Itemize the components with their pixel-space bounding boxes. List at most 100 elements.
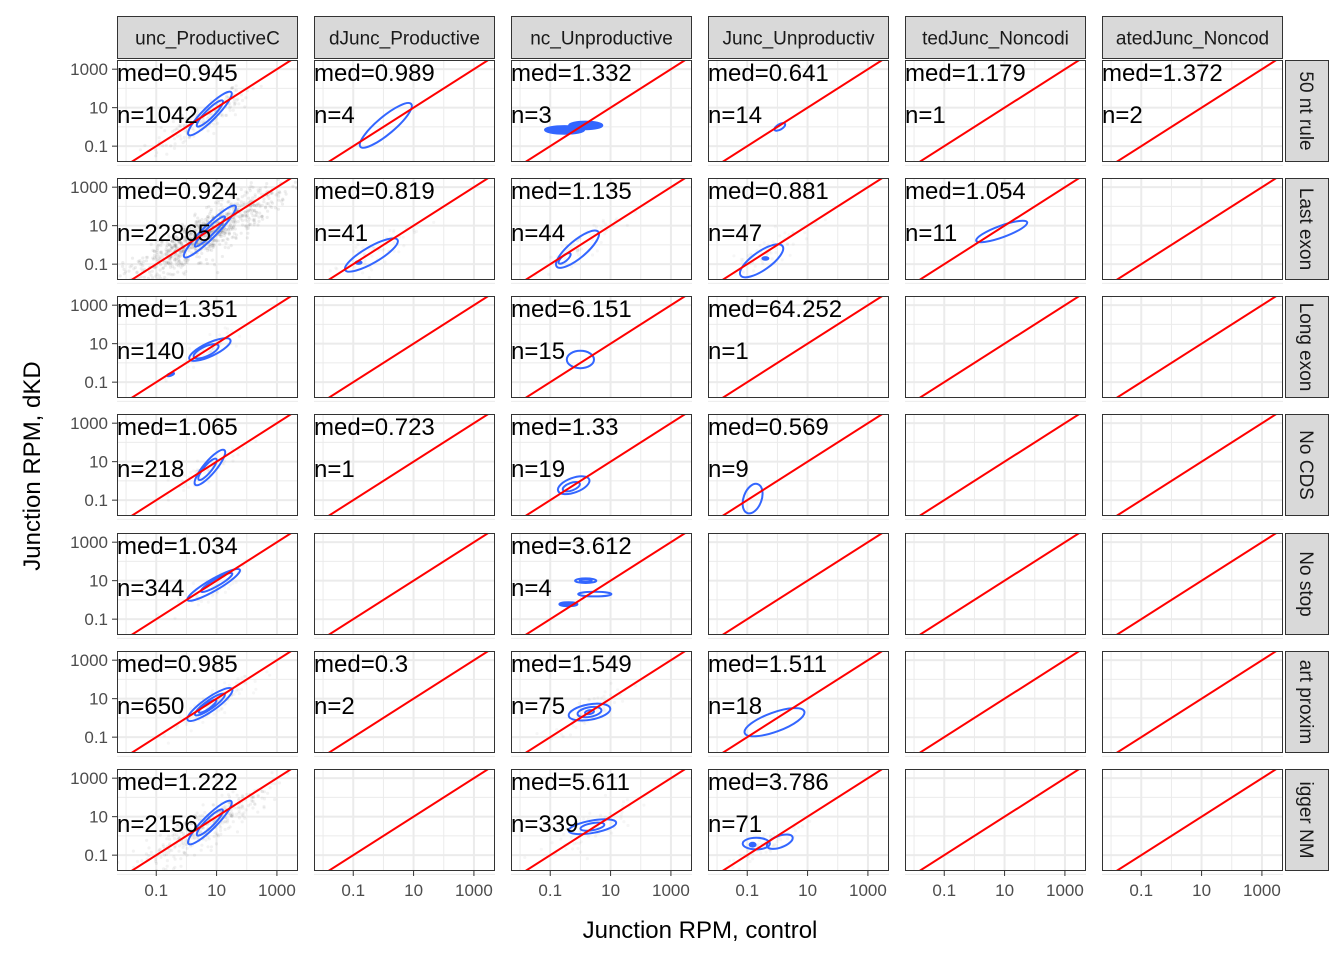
data-point <box>149 273 153 277</box>
data-point <box>596 249 599 252</box>
data-point <box>596 696 599 699</box>
panel-grid <box>905 178 1086 284</box>
data-point <box>234 214 238 218</box>
data-point <box>153 266 157 270</box>
data-point <box>313 167 316 170</box>
data-point <box>244 808 248 812</box>
panel-content <box>129 651 294 753</box>
data-point <box>190 246 194 250</box>
data-point <box>188 232 192 236</box>
data-point <box>156 253 160 257</box>
data-point <box>174 246 179 251</box>
data-point <box>161 266 166 270</box>
data-point <box>178 241 182 245</box>
panel-border <box>1102 178 1283 280</box>
data-point <box>250 795 254 799</box>
data-point <box>167 257 171 261</box>
data-point <box>211 803 215 807</box>
data-point <box>277 198 281 202</box>
panel-grid <box>117 769 298 875</box>
data-point <box>166 261 170 265</box>
data-point <box>583 722 586 725</box>
data-point <box>127 269 131 273</box>
data-point <box>203 234 207 238</box>
data-point <box>136 285 139 288</box>
data-point <box>185 235 189 239</box>
data-point <box>170 235 174 239</box>
data-point <box>254 210 258 215</box>
data-point <box>222 462 225 465</box>
data-point <box>186 257 190 261</box>
count-label: n=18 <box>708 693 762 720</box>
density-contour <box>187 90 233 137</box>
data-point <box>232 100 236 104</box>
data-point <box>281 198 285 202</box>
data-point <box>239 200 243 204</box>
panel-grid <box>314 533 495 639</box>
data-point <box>179 137 183 141</box>
data-point <box>178 240 182 244</box>
data-point <box>245 792 249 796</box>
data-point <box>212 239 216 243</box>
data-point <box>254 680 257 683</box>
data-point <box>178 826 182 830</box>
data-point <box>176 237 180 241</box>
data-point <box>227 232 231 236</box>
panel-background <box>905 651 1086 753</box>
median-label: med=0.723 <box>314 414 435 441</box>
data-point <box>580 247 583 250</box>
data-point <box>172 242 176 246</box>
data-point <box>167 233 171 237</box>
data-point <box>201 222 206 226</box>
panel-border <box>511 651 692 753</box>
data-point <box>139 267 143 271</box>
data-point <box>223 827 227 832</box>
panel-background <box>511 296 692 398</box>
data-point <box>573 842 576 845</box>
data-point <box>230 811 234 815</box>
data-point <box>165 260 169 264</box>
data-point <box>159 125 163 130</box>
data-point <box>280 202 285 206</box>
data-point <box>604 709 607 712</box>
data-point <box>578 702 581 705</box>
data-point <box>258 189 262 193</box>
data-point <box>151 248 155 252</box>
data-point <box>188 135 192 139</box>
data-point <box>240 214 244 218</box>
data-point <box>244 224 248 228</box>
data-point <box>244 225 248 229</box>
data-point <box>226 212 231 216</box>
data-point <box>783 231 786 234</box>
panel-border <box>1102 60 1283 162</box>
data-point <box>217 198 221 202</box>
data-point <box>189 819 193 823</box>
y-tick-label: 0.1 <box>84 491 108 510</box>
data-point <box>155 272 159 276</box>
data-point <box>157 256 161 260</box>
data-point <box>248 189 252 193</box>
data-point <box>224 227 228 232</box>
data-point <box>220 793 224 797</box>
data-point <box>219 234 224 238</box>
column-strip: unc_ProductiveC <box>117 16 298 59</box>
data-point <box>188 246 192 250</box>
data-point <box>245 213 250 217</box>
data-point <box>609 682 612 685</box>
data-point <box>184 238 188 242</box>
data-point <box>234 812 239 816</box>
data-point <box>235 793 239 797</box>
data-point <box>176 264 181 268</box>
data-point <box>195 595 198 598</box>
data-point <box>225 212 229 216</box>
reference-line <box>1114 533 1279 635</box>
data-point <box>112 291 115 294</box>
data-point <box>220 232 224 236</box>
data-point <box>247 222 251 226</box>
density-contour <box>182 204 237 259</box>
median-label: med=3.612 <box>511 533 632 560</box>
panel-content <box>720 296 885 398</box>
data-point <box>388 229 391 232</box>
data-point <box>219 832 223 836</box>
density-contour <box>193 448 227 487</box>
